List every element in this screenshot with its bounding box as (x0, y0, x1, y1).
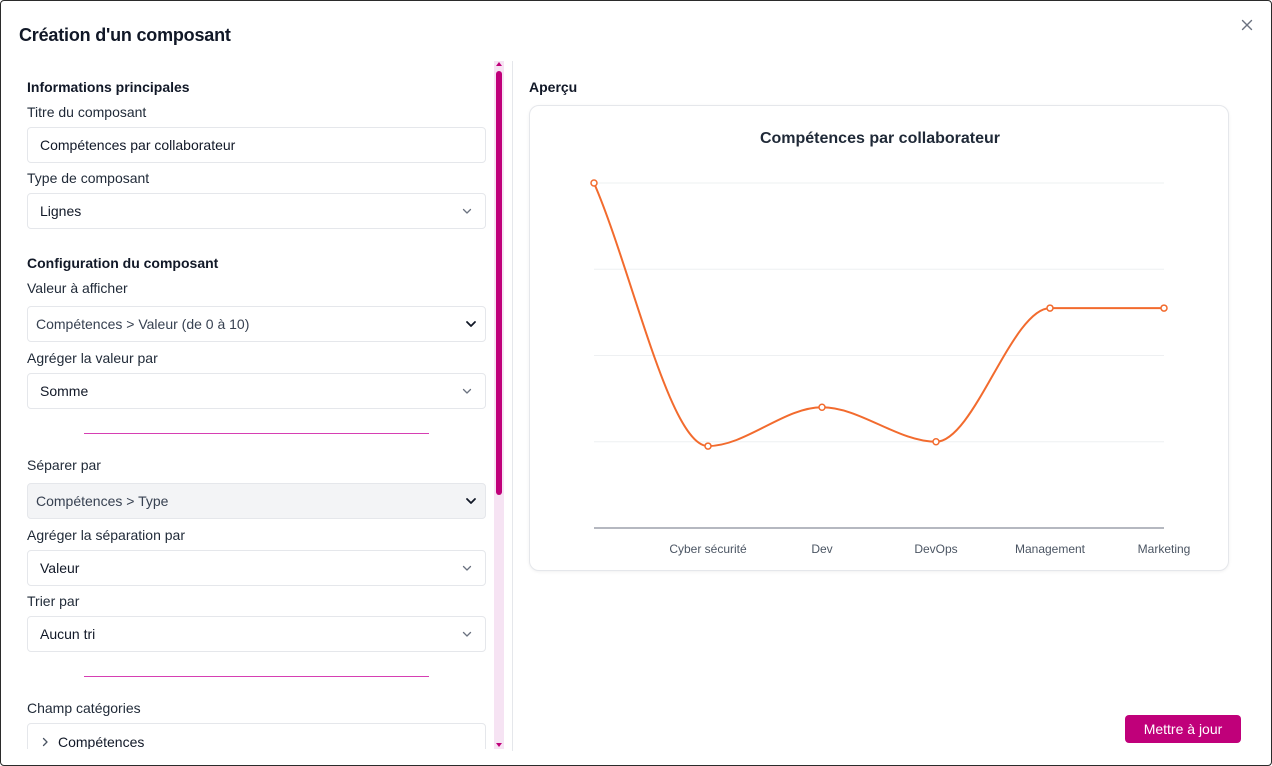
form-panel: Informations principales Titre du compos… (13, 61, 505, 749)
data-point[interactable] (590, 179, 598, 187)
chevron-right-icon[interactable] (40, 737, 50, 747)
type-label: Type de composant (27, 170, 150, 186)
type-select-value: Lignes (40, 203, 82, 219)
tree-item-competences[interactable]: Compétences (40, 734, 144, 749)
series-line (593, 182, 1164, 448)
chevron-down-icon (466, 498, 476, 504)
chevron-down-icon (462, 565, 472, 571)
chevron-down-icon (462, 388, 472, 394)
data-point[interactable] (818, 403, 826, 411)
chart-title: Compétences par collaborateur (759, 130, 1001, 147)
split-select[interactable]: Compétences > Type (27, 483, 486, 519)
scrollbar[interactable] (494, 61, 504, 749)
title-input-value: Compétences par collaborateur (40, 137, 236, 153)
tree-item-label: Compétences (58, 734, 145, 749)
x-tick-label: Dev (811, 542, 832, 556)
value-select-value: Compétences > Valeur (de 0 à 10) (36, 316, 250, 332)
aggregate-select-value: Somme (40, 383, 89, 399)
data-point[interactable] (932, 438, 940, 446)
aggregate-label: Agréger la valeur par (27, 350, 158, 366)
section-main-title: Informations principales (27, 79, 190, 95)
x-tick-label: Management (1015, 542, 1086, 556)
chevron-down-icon (462, 208, 472, 214)
data-point[interactable] (1160, 304, 1168, 312)
value-label: Valeur à afficher (27, 280, 128, 296)
line-chart: Cyber sécurité Dev DevOps Management Marketi… (590, 179, 1191, 556)
section-divider (84, 433, 429, 434)
scroll-down-icon[interactable] (496, 743, 502, 747)
split-label: Séparer par (27, 457, 101, 473)
x-tick-label: DevOps (914, 542, 957, 556)
split-agg-select-value: Valeur (40, 560, 80, 576)
chevron-down-icon (462, 631, 472, 637)
split-select-value: Compétences > Type (36, 493, 169, 509)
chevron-down-icon (466, 321, 476, 327)
categories-label: Champ catégories (27, 700, 141, 716)
dialog-title: Création d'un composant (19, 25, 231, 45)
scrollbar-thumb[interactable] (496, 71, 502, 495)
section-divider (84, 676, 429, 677)
split-agg-label: Agréger la séparation par (27, 527, 185, 543)
x-tick-label: Marketing (1138, 542, 1191, 556)
split-agg-select[interactable]: Valeur (27, 550, 486, 586)
x-tick-label: Cyber sécurité (669, 542, 747, 556)
title-label: Titre du composant (27, 104, 147, 120)
aggregate-select[interactable]: Somme (27, 373, 486, 409)
section-config-title: Configuration du composant (27, 255, 219, 271)
data-point[interactable] (1046, 304, 1054, 312)
sort-label: Trier par (27, 593, 80, 609)
sort-select-value: Aucun tri (40, 626, 96, 642)
value-select[interactable]: Compétences > Valeur (de 0 à 10) (27, 306, 486, 342)
type-select[interactable]: Lignes (27, 193, 486, 229)
scroll-up-icon[interactable] (496, 62, 502, 66)
title-input[interactable]: Compétences par collaborateur (27, 127, 486, 163)
preview-label: Aperçu (529, 79, 578, 95)
categories-tree[interactable]: Compétences (27, 723, 486, 749)
close-icon[interactable] (1239, 17, 1255, 33)
update-button[interactable]: Mettre à jour (1125, 715, 1241, 743)
panel-separator (512, 61, 513, 751)
sort-select[interactable]: Aucun tri (27, 616, 486, 652)
data-point[interactable] (704, 442, 712, 450)
chart-card: Compétences par collaborateur Cyber sécu… (529, 105, 1229, 571)
